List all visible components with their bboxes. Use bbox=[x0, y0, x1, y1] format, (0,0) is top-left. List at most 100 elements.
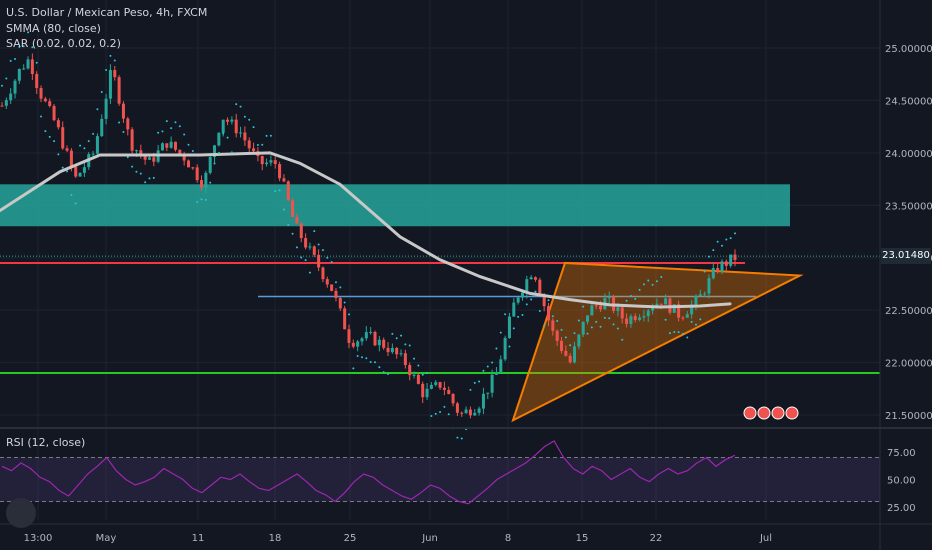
sar-dot bbox=[456, 436, 459, 439]
candle-body bbox=[13, 80, 17, 94]
sar-dot bbox=[725, 238, 728, 241]
sar-dot bbox=[1, 84, 3, 87]
sar-dot bbox=[213, 162, 216, 165]
candle-body bbox=[121, 103, 125, 119]
candle-body bbox=[594, 305, 598, 307]
candle-body bbox=[330, 284, 334, 291]
candle-body bbox=[733, 254, 737, 261]
sar-dot bbox=[625, 299, 628, 302]
sar-dot bbox=[504, 313, 507, 316]
sar-dot bbox=[374, 361, 377, 364]
sar-dot bbox=[547, 299, 550, 302]
candle-body bbox=[412, 374, 416, 376]
sar-dot bbox=[83, 147, 86, 150]
candle-body bbox=[134, 150, 138, 152]
candle-body bbox=[186, 160, 191, 168]
sar-dot bbox=[486, 365, 489, 368]
candle-body bbox=[364, 332, 368, 339]
candle-body bbox=[239, 132, 243, 134]
candle-body bbox=[338, 297, 342, 309]
sar-dot bbox=[14, 58, 17, 61]
sar-dot bbox=[343, 301, 346, 304]
chart-title: U.S. Dollar / Mexican Peso, 4h, FXCM bbox=[6, 6, 208, 19]
sar-dot bbox=[235, 103, 238, 106]
sar-dot bbox=[126, 156, 129, 159]
y-tick-label: 21.50000 bbox=[885, 411, 932, 422]
sar-dot bbox=[551, 315, 554, 318]
candle-body bbox=[260, 156, 264, 165]
candle-body bbox=[191, 167, 195, 169]
sar-dot bbox=[256, 144, 259, 147]
sar-dot bbox=[278, 189, 281, 192]
tradingview-logo-icon[interactable] bbox=[6, 498, 36, 528]
sar-dot bbox=[35, 61, 38, 64]
candle-body bbox=[52, 105, 56, 121]
x-tick-label: 8 bbox=[505, 533, 511, 544]
candle-body bbox=[82, 167, 86, 173]
sar-dot bbox=[681, 332, 684, 335]
sar-dot bbox=[612, 323, 615, 326]
sar-dot bbox=[608, 317, 611, 320]
sar-dot bbox=[369, 361, 372, 364]
y-tick-label: 23.50000 bbox=[885, 201, 932, 212]
candle-body bbox=[295, 216, 299, 224]
candle-body bbox=[681, 317, 685, 319]
sar-dot bbox=[339, 286, 342, 289]
sar-dot bbox=[590, 326, 593, 329]
sar-dot bbox=[113, 59, 116, 62]
x-tick-label: 22 bbox=[650, 533, 663, 544]
candle-body bbox=[651, 308, 655, 311]
sar-dot bbox=[27, 31, 30, 34]
rsi-band bbox=[0, 457, 880, 502]
sar-dot bbox=[308, 271, 311, 274]
sar-dot bbox=[538, 309, 541, 312]
candle-body bbox=[646, 310, 650, 317]
sar-dot bbox=[321, 249, 324, 252]
candle-body bbox=[165, 143, 169, 148]
sar-dot bbox=[31, 46, 34, 49]
sar-dot bbox=[252, 126, 255, 129]
sar-dot bbox=[417, 364, 420, 367]
sar-dot bbox=[603, 316, 606, 319]
sar-dot bbox=[44, 130, 47, 133]
candle-body bbox=[382, 339, 386, 348]
candle-body bbox=[321, 267, 325, 280]
y-axis-bg bbox=[880, 0, 932, 550]
x-tick-label: 11 bbox=[192, 533, 205, 544]
sar-dot bbox=[347, 313, 350, 316]
sar-dot bbox=[699, 318, 702, 321]
candle-body bbox=[573, 346, 577, 363]
candle-body bbox=[325, 279, 329, 285]
sar-dot bbox=[187, 143, 190, 146]
sar-dot bbox=[226, 136, 229, 139]
sar-dot bbox=[729, 237, 732, 240]
candle-body bbox=[278, 164, 282, 179]
sar-dot bbox=[295, 246, 298, 249]
candle-body bbox=[481, 393, 485, 409]
y-tick-label: 22.00000 bbox=[885, 359, 932, 370]
sar-dot bbox=[326, 256, 329, 259]
y-tick-label: 24.00000 bbox=[885, 149, 932, 160]
sar-dot bbox=[79, 144, 82, 147]
rsi-tick-label: 25.00 bbox=[887, 503, 916, 514]
sar-dot bbox=[707, 255, 710, 258]
sar-dot bbox=[365, 357, 368, 360]
candle-body bbox=[486, 392, 490, 394]
candle-body bbox=[104, 98, 108, 119]
candle-body bbox=[694, 296, 698, 305]
candle-body bbox=[351, 342, 355, 347]
candle-body bbox=[516, 297, 520, 303]
sar-dot bbox=[165, 120, 168, 123]
candle-body bbox=[113, 70, 117, 78]
candle-body bbox=[43, 98, 47, 102]
candle-body bbox=[525, 279, 529, 293]
candle-body bbox=[529, 277, 533, 280]
sar-dot bbox=[668, 332, 671, 335]
sar-dot bbox=[534, 290, 537, 293]
sar-dot bbox=[629, 294, 632, 297]
candle-body bbox=[616, 307, 620, 311]
sar-dot bbox=[460, 437, 463, 440]
candle-body bbox=[95, 136, 99, 154]
candle-body bbox=[182, 153, 186, 161]
